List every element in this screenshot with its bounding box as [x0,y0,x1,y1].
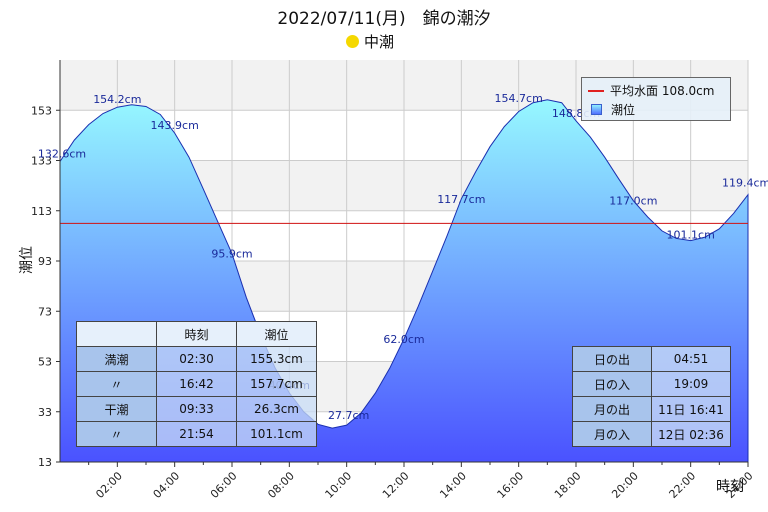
level-cell: 157.7cm [236,371,317,397]
time-cell: 19:09 [651,371,731,397]
table-row: 月の入 12日 02:36 [572,421,731,447]
level-cell: 101.1cm [236,421,317,447]
tide-name: 中潮 [346,31,394,52]
row-label: 月の出 [572,396,652,422]
row-label: 月の入 [572,421,652,447]
table-row: 〃 21:54 101.1cm [76,421,317,447]
y-axis-label: 潮位 [19,246,35,274]
y-tick-label: 13 [38,456,52,469]
time-cell: 11日 16:41 [651,396,731,422]
data-label: 27.7cm [328,409,369,422]
tide-table-header [76,321,157,347]
y-tick-label: 93 [38,255,52,268]
tide-table: 時刻 潮位 満潮 02:30 155.3cm 〃 16:42 157.7cm 干… [76,321,317,447]
time-cell: 16:42 [156,371,237,397]
sun-moon-table: 日の出 04:51 日の入 19:09 月の出 11日 16:41 月の入 12… [572,346,731,447]
y-tick-label: 73 [38,305,52,318]
table-row: 月の出 11日 16:41 [572,396,731,422]
time-cell: 21:54 [156,421,237,447]
time-cell: 02:30 [156,346,237,372]
table-row: 日の入 19:09 [572,371,731,397]
legend: 平均水面 108.0cm 潮位 [581,77,731,121]
tide-name-label: 中潮 [364,33,395,51]
data-label: 119.4cm [722,177,768,190]
x-tick-label: 14:00 [437,469,469,501]
data-label: 62.0cm [383,333,424,346]
row-label: 〃 [76,371,157,397]
level-cell: 155.3cm [236,346,317,372]
x-tick-label: 22:00 [667,469,699,501]
row-label: 日の入 [572,371,652,397]
data-label: 101.1cm [667,229,715,242]
tide-swatch [591,104,602,115]
x-tick-label: 12:00 [380,469,412,501]
legend-item-mean: 平均水面 108.0cm [588,82,714,99]
y-tick-label: 153 [31,104,52,117]
table-row: 干潮 09:33 26.3cm [76,396,317,422]
data-label: 132.6cm [38,148,86,161]
table-row: 〃 16:42 157.7cm [76,371,317,397]
x-tick-label: 16:00 [495,469,527,501]
x-tick-label: 04:00 [151,469,183,501]
chart-title: 2022/07/11(月) 錦の潮汐 [277,9,491,29]
row-label: 〃 [76,421,157,447]
legend-tide-label: 潮位 [611,103,636,117]
data-label: 154.2cm [93,93,141,106]
legend-item-tide: 潮位 [588,101,635,118]
x-tick-label: 10:00 [323,469,355,501]
row-label: 日の出 [572,346,652,372]
table-row: 日の出 04:51 [572,346,731,372]
legend-mean-label: 平均水面 108.0cm [610,84,715,98]
x-axis-label: 時刻 [716,479,744,495]
data-label: 117.0cm [609,195,657,208]
time-cell: 12日 02:36 [651,421,731,447]
data-label: 117.7cm [437,193,485,206]
y-tick-label: 133 [31,155,52,168]
level-cell: 26.3cm [236,396,317,422]
tide-table-header: 潮位 [236,321,317,347]
y-tick-label: 113 [31,205,52,218]
table-row: 満潮 02:30 155.3cm [76,346,317,372]
x-tick-label: 06:00 [208,469,240,501]
data-label: 143.9cm [151,119,199,132]
data-label: 95.9cm [211,248,252,261]
y-tick-label: 33 [38,406,52,419]
tide-table-header: 時刻 [156,321,237,347]
x-tick-label: 20:00 [609,469,641,501]
data-label: 154.7cm [495,92,543,105]
x-tick-label: 02:00 [93,469,125,501]
x-tick-label: 18:00 [552,469,584,501]
x-tick-label: 08:00 [265,469,297,501]
row-label: 干潮 [76,396,157,422]
time-cell: 09:33 [156,396,237,422]
moon-icon [346,35,359,48]
y-tick-label: 53 [38,356,52,369]
row-label: 満潮 [76,346,157,372]
mean-line-swatch [588,89,604,92]
time-cell: 04:51 [651,346,731,372]
